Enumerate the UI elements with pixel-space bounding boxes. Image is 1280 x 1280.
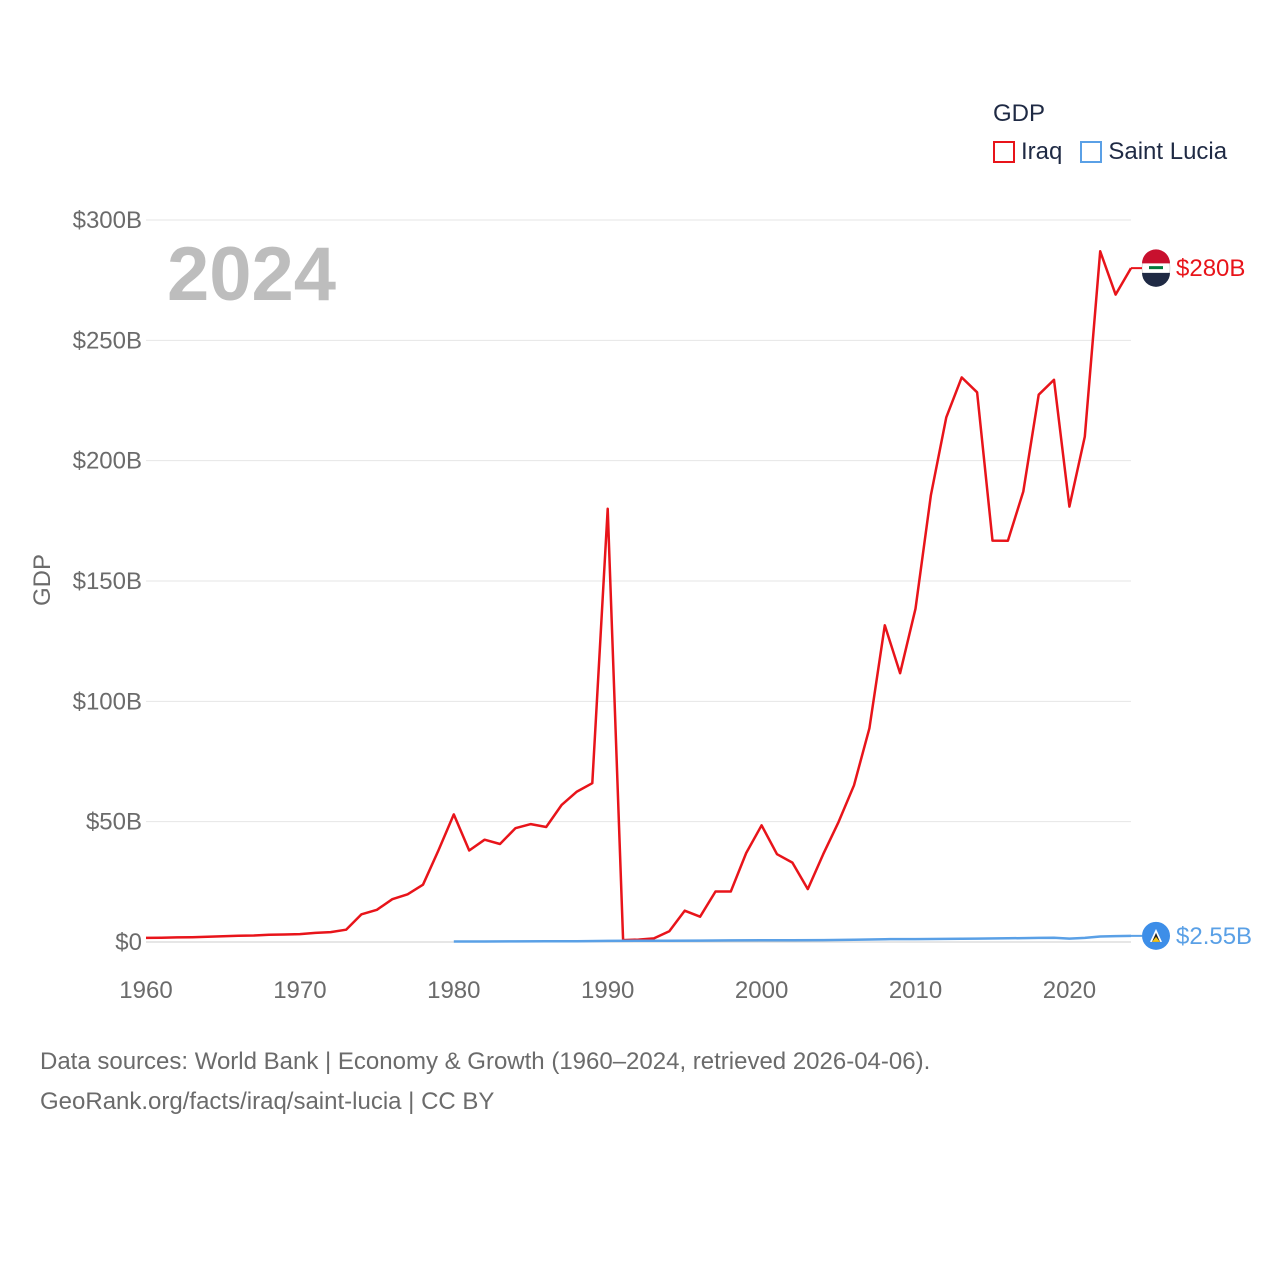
legend-swatch-iraq bbox=[993, 141, 1015, 163]
saint-lucia-flag-icon bbox=[1142, 921, 1170, 950]
gdp-line-chart: 2024 GDP $0 $50B $100B $150B $200B $250B $300B… bbox=[29, 207, 1252, 1004]
source-footer: Data sources: World Bank | Economy & Gro… bbox=[40, 1042, 930, 1122]
legend-title: GDP bbox=[993, 100, 1046, 127]
legend-label-saint-lucia: Saint Lucia bbox=[1108, 138, 1228, 165]
flag-stripe-red bbox=[1142, 249, 1170, 264]
x-tick-label: 1990 bbox=[581, 977, 634, 1004]
flag-triangle-gold bbox=[1152, 936, 1160, 942]
y-axis-title: GDP bbox=[29, 554, 56, 606]
x-tick-label: 1980 bbox=[427, 977, 480, 1004]
y-tick-label: $100B bbox=[73, 688, 142, 715]
year-overlay: 2024 bbox=[167, 232, 336, 317]
legend-swatch-saint-lucia bbox=[1080, 141, 1103, 163]
x-axis-ticks: 1960 1970 1980 1990 2000 2010 2020 bbox=[119, 977, 1096, 1004]
x-tick-label: 1970 bbox=[273, 977, 326, 1004]
y-tick-label: $150B bbox=[73, 568, 142, 595]
series-end-labels: $280B $2.55B bbox=[1131, 249, 1252, 950]
series-line-iraq bbox=[145, 250, 1133, 942]
y-tick-label: $250B bbox=[73, 327, 142, 354]
x-tick-label: 1960 bbox=[119, 977, 172, 1004]
legend-item-iraq[interactable]: Iraq bbox=[993, 138, 1062, 166]
legend-label-iraq: Iraq bbox=[1021, 138, 1063, 165]
series-end-label-saint-lucia: $2.55B bbox=[1176, 923, 1252, 950]
series-end-label-iraq: $280B bbox=[1176, 255, 1245, 282]
y-tick-label: $0 bbox=[115, 929, 142, 956]
y-tick-label: $200B bbox=[73, 448, 142, 475]
legend: GDP Iraq Saint Lucia bbox=[993, 100, 1227, 166]
y-axis-ticks: $0 $50B $100B $150B $200B $250B $300B bbox=[73, 207, 142, 956]
source-line-1: Data sources: World Bank | Economy & Gro… bbox=[40, 1048, 931, 1075]
flag-stripe-black bbox=[1142, 272, 1170, 287]
series-lines bbox=[145, 250, 1133, 943]
x-tick-label: 2020 bbox=[1043, 977, 1096, 1004]
source-line-2[interactable]: GeoRank.org/facts/iraq/saint-lucia | CC … bbox=[40, 1088, 495, 1115]
x-tick-label: 2010 bbox=[889, 977, 942, 1004]
gridlines bbox=[146, 219, 1131, 943]
series-line-saint-lucia bbox=[453, 934, 1132, 943]
flag-emblem bbox=[1149, 266, 1163, 270]
iraq-flag-icon bbox=[1141, 249, 1171, 287]
x-tick-label: 2000 bbox=[735, 977, 788, 1004]
legend-item-saint-lucia[interactable]: Saint Lucia bbox=[1080, 138, 1227, 166]
y-tick-label: $50B bbox=[86, 809, 142, 836]
y-tick-label: $300B bbox=[73, 207, 142, 234]
